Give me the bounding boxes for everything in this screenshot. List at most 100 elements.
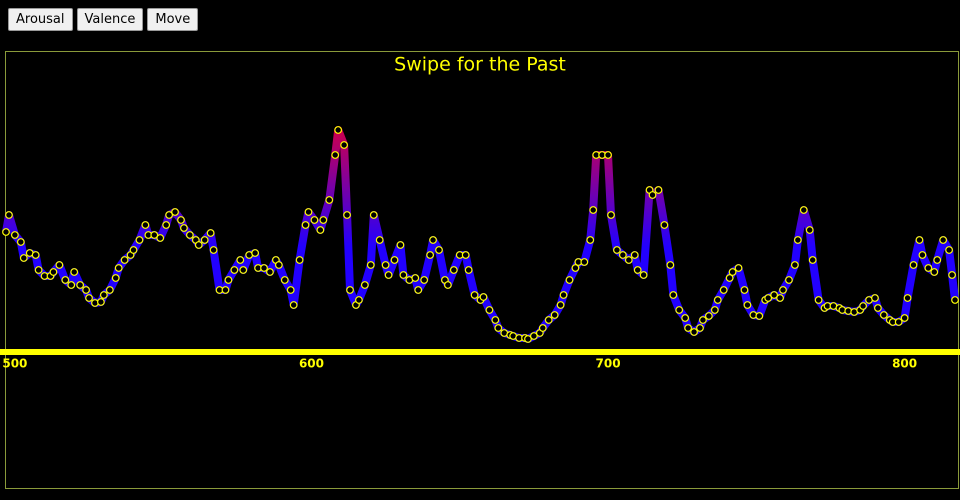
data-point xyxy=(779,286,787,294)
data-point xyxy=(874,304,882,312)
arousal-button[interactable]: Arousal xyxy=(8,8,73,31)
data-point xyxy=(918,251,927,259)
data-point xyxy=(266,268,274,276)
data-point xyxy=(909,261,918,269)
plot-frame xyxy=(5,51,959,489)
data-point xyxy=(660,221,669,229)
data-point xyxy=(696,324,704,332)
data-point xyxy=(743,301,752,309)
data-point xyxy=(70,268,79,276)
data-point xyxy=(55,261,64,269)
data-point xyxy=(31,251,40,259)
data-point xyxy=(224,276,233,284)
data-point xyxy=(799,206,808,214)
data-point xyxy=(805,226,814,234)
data-point xyxy=(713,296,722,304)
data-point xyxy=(82,286,90,294)
data-point xyxy=(464,266,473,274)
data-point xyxy=(304,208,313,216)
data-point xyxy=(470,291,479,299)
data-point xyxy=(675,306,684,314)
data-point xyxy=(366,261,375,269)
x-tick-label: 600 xyxy=(299,357,324,371)
data-point xyxy=(580,258,589,266)
data-point xyxy=(156,234,165,242)
data-point xyxy=(260,264,268,272)
data-point xyxy=(930,268,939,276)
data-point xyxy=(16,238,25,246)
data-point xyxy=(185,231,194,239)
data-point xyxy=(871,294,879,302)
data-point xyxy=(704,312,713,320)
data-point xyxy=(589,206,598,214)
x-tick-label: 700 xyxy=(596,357,621,371)
data-point xyxy=(790,261,799,269)
data-point xyxy=(165,211,174,219)
data-point xyxy=(162,221,171,229)
data-point xyxy=(360,281,369,289)
data-point xyxy=(544,316,553,324)
data-point xyxy=(690,328,698,336)
data-point xyxy=(230,266,239,274)
data-point xyxy=(586,236,595,244)
data-point xyxy=(461,251,470,259)
data-point xyxy=(808,256,817,264)
data-point xyxy=(301,221,310,229)
data-point xyxy=(221,286,230,294)
data-point xyxy=(654,186,663,194)
data-point xyxy=(559,291,568,299)
data-point xyxy=(793,236,802,244)
data-point xyxy=(19,254,28,262)
data-point xyxy=(556,301,565,309)
data-point xyxy=(633,266,642,274)
data-point xyxy=(76,281,85,289)
data-point xyxy=(10,231,19,239)
data-point xyxy=(770,291,779,299)
data-point xyxy=(613,246,621,254)
data-point xyxy=(286,286,295,294)
data-point xyxy=(414,286,423,294)
data-point xyxy=(390,256,399,264)
data-point xyxy=(550,311,559,319)
data-point xyxy=(491,316,500,324)
data-point xyxy=(49,268,58,276)
data-point xyxy=(206,229,215,237)
x-tick-label: 800 xyxy=(892,357,917,371)
data-point xyxy=(325,196,334,204)
data-point xyxy=(710,306,719,314)
data-point xyxy=(719,286,728,294)
data-point xyxy=(5,211,13,219)
data-point xyxy=(494,324,503,332)
data-point xyxy=(485,306,494,314)
data-point xyxy=(939,236,948,244)
data-point xyxy=(420,276,429,284)
data-point xyxy=(524,335,532,343)
data-point xyxy=(479,293,488,301)
data-point xyxy=(618,251,627,259)
data-point xyxy=(316,226,325,234)
valence-button[interactable]: Valence xyxy=(76,8,144,31)
data-point xyxy=(879,311,888,319)
data-point xyxy=(814,296,823,304)
data-point xyxy=(200,236,209,244)
toolbar: Arousal Valence Move xyxy=(8,8,199,31)
data-point xyxy=(209,246,218,254)
data-point xyxy=(105,286,114,294)
data-point xyxy=(194,241,203,249)
data-point xyxy=(355,296,363,304)
data-point xyxy=(924,264,933,272)
data-point xyxy=(443,281,452,289)
data-point xyxy=(681,314,690,322)
data-point xyxy=(725,274,734,282)
data-point xyxy=(859,302,867,310)
data-point xyxy=(177,216,185,224)
x-tick-label: 500 xyxy=(2,357,27,371)
data-point xyxy=(900,314,909,322)
move-button[interactable]: Move xyxy=(147,8,199,31)
data-point xyxy=(343,211,351,219)
data-point xyxy=(915,236,924,244)
data-point xyxy=(99,291,108,299)
data-point xyxy=(565,276,574,284)
data-point xyxy=(571,264,580,272)
